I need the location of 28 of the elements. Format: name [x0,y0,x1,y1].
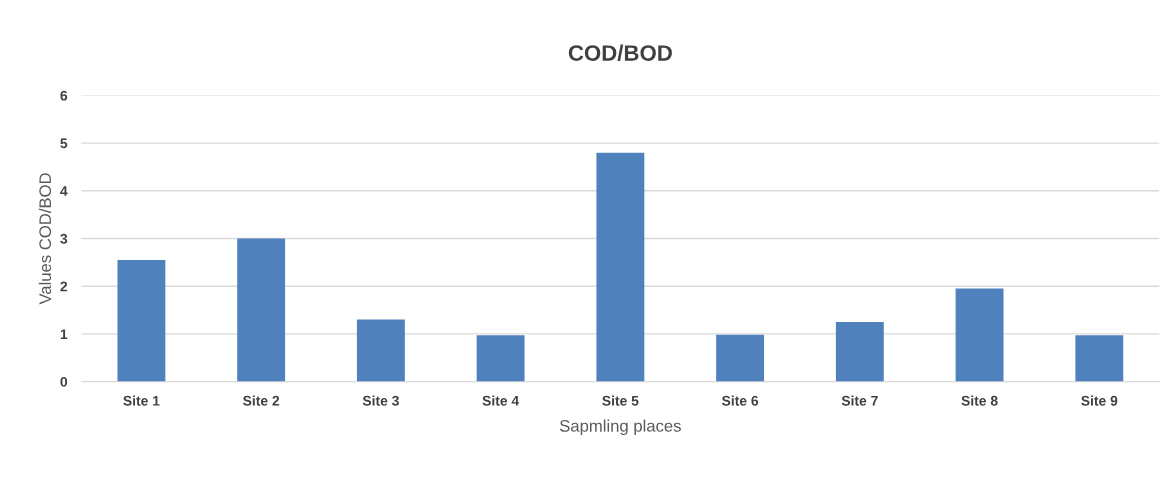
y-tick-label: 2 [60,281,68,292]
y-tick-label: 6 [60,90,68,101]
bar [596,152,645,382]
x-axis-title: Sapmling places [559,419,681,436]
x-tick-label: Site 5 [602,395,639,406]
bar [955,288,1004,382]
bar [1075,335,1124,382]
x-tick-label: Site 9 [1081,395,1118,406]
y-tick-label: 4 [60,186,68,196]
y-axis-title: Values COD/BOD [38,173,52,305]
bar [835,321,884,382]
y-tick-label: 0 [60,376,68,387]
y-tick-label: 3 [60,233,68,244]
y-tick-label: 1 [60,329,68,339]
bar [476,335,525,382]
x-tick-label: Site 3 [362,395,399,406]
bar [716,334,765,382]
chart-title: COD/BOD [568,44,672,62]
x-tick-label: Site 6 [721,395,759,406]
x-tick-label: Site 7 [841,395,878,406]
bar [356,319,405,382]
bar [237,238,286,382]
bar [117,259,166,382]
x-tick-label: Site 1 [123,395,160,406]
x-tick-label: Site 4 [482,395,520,406]
y-tick-label: 5 [60,138,68,149]
x-tick-label: Site 2 [243,395,280,406]
x-tick-label: Site 8 [961,395,998,406]
